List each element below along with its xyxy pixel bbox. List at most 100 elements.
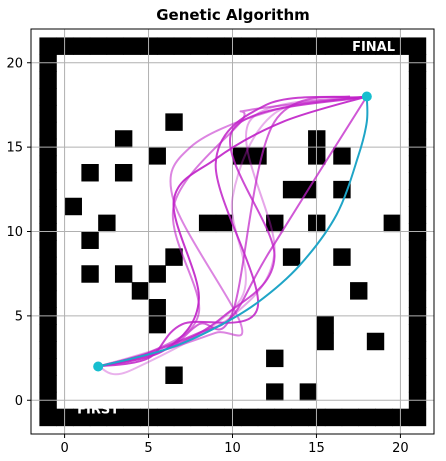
obstacle-block: [81, 164, 99, 182]
obstacle-block: [81, 231, 99, 249]
obstacle-block: [131, 282, 150, 300]
wall-cell: [39, 273, 57, 292]
wall-cell: [240, 408, 259, 427]
obstacle-block: [215, 214, 234, 233]
x-tick-label: 10: [224, 441, 241, 456]
x-tick-label: 15: [308, 441, 325, 456]
ticks-layer: 0 5 10 15 20 0 5 10 15 20: [6, 56, 408, 456]
wall-cell: [39, 155, 57, 174]
x-tick-label: 20: [392, 441, 409, 456]
wall-cell: [408, 104, 427, 123]
obstacle-block: [81, 265, 99, 283]
obstacle-block: [299, 383, 318, 401]
obstacle-block: [114, 164, 133, 182]
wall-cell: [408, 172, 427, 190]
wall-cell: [39, 189, 57, 207]
y-tick-label: 15: [6, 141, 23, 156]
obstacle-block: [165, 366, 183, 384]
wall-cell: [39, 324, 57, 342]
wall-cell: [39, 121, 57, 140]
obstacle-block: [366, 332, 385, 351]
wall-cell: [39, 206, 57, 224]
plot-frame: [30, 28, 435, 435]
wall-cell: [375, 37, 393, 55]
obstacle-block: [114, 265, 133, 283]
wall-cell: [39, 172, 57, 190]
wall-cell: [408, 206, 427, 224]
wall-cell: [408, 155, 427, 174]
wall-cell: [408, 374, 427, 393]
wall-cell: [274, 408, 292, 427]
wall-cell: [408, 358, 427, 376]
wall-cell: [274, 37, 292, 55]
obstacle-block: [383, 214, 402, 233]
wall-cell: [408, 408, 427, 427]
wall-cell: [39, 408, 57, 427]
wall-cell: [173, 408, 192, 427]
wall-cell: [123, 37, 141, 55]
obstacle-block: [282, 180, 301, 199]
obstacle-block: [266, 214, 284, 233]
obstacle-block: [316, 315, 334, 334]
obstacle-block: [148, 299, 166, 317]
obstacle-block: [282, 248, 301, 266]
obstacle-block: [165, 113, 183, 131]
obstacle-block: [114, 130, 133, 148]
wall-cell: [39, 341, 57, 359]
wall-cell: [341, 408, 360, 427]
wall-cell: [408, 290, 427, 309]
obstacle-block: [333, 248, 351, 266]
wall-cell: [39, 256, 57, 275]
candidate-path-line: [97, 95, 367, 376]
wall-cell: [240, 37, 259, 55]
wall-cell: [106, 37, 124, 55]
wall-cell: [408, 88, 427, 106]
paths-layer: [97, 95, 369, 376]
wall-cell: [408, 189, 427, 207]
obstacle-block: [148, 315, 166, 334]
obstacle-block: [316, 332, 334, 351]
wall-cell: [106, 408, 124, 427]
wall-cell: [408, 71, 427, 89]
wall-cell: [39, 88, 57, 106]
y-tick-label: 5: [15, 309, 23, 324]
obstacle-block: [266, 383, 284, 401]
y-tick-label: 10: [6, 225, 23, 240]
wall-cell: [358, 37, 376, 55]
obstacle-block: [266, 349, 284, 368]
wall-cell: [408, 256, 427, 275]
wall-cell: [375, 408, 393, 427]
wall-cell: [207, 408, 225, 427]
wall-cell: [291, 37, 309, 55]
wall-cell: [207, 37, 225, 55]
obstacle-block: [148, 265, 166, 283]
obstacle-block: [232, 147, 250, 165]
wall-cell: [156, 408, 175, 427]
obstacle-block: [165, 248, 183, 266]
wall-cell: [190, 37, 208, 55]
wall-cell: [408, 121, 427, 140]
wall-cell: [39, 71, 57, 89]
wall-cell: [39, 290, 57, 309]
goal-marker: [361, 91, 372, 102]
x-tick-label: 0: [60, 441, 68, 456]
chart-title: Genetic Algorithm: [156, 6, 310, 24]
wall-cell: [72, 408, 91, 427]
obstacle-block: [333, 147, 351, 165]
obstacle-block: [148, 147, 166, 165]
wall-cell: [39, 358, 57, 376]
wall-cell: [408, 341, 427, 359]
wall-cell: [173, 37, 192, 55]
wall-cell: [324, 37, 343, 55]
obstacle-block: [98, 214, 116, 233]
final-label: FINAL: [352, 40, 395, 55]
wall-cell: [156, 37, 175, 55]
wall-cell: [89, 408, 108, 427]
wall-cell: [291, 408, 309, 427]
wall-cell: [89, 37, 108, 55]
y-tick-label: 0: [15, 394, 23, 409]
wall-cell: [358, 408, 376, 427]
wall-cell: [408, 324, 427, 342]
wall-cell: [39, 104, 57, 123]
